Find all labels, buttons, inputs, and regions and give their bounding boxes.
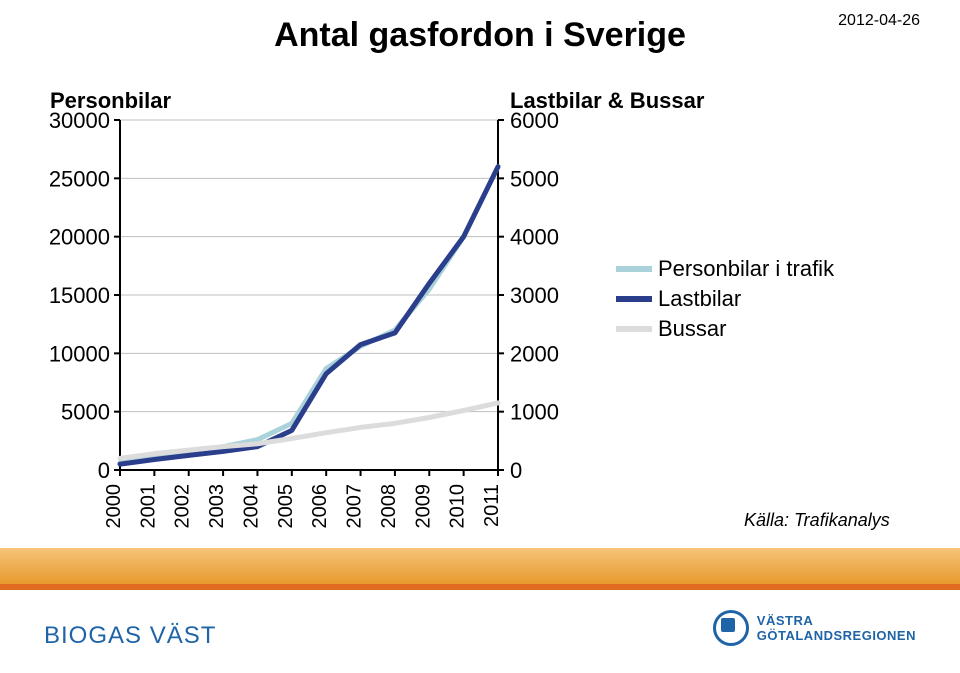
region-logo: VÄSTRAGÖTALANDSREGIONEN xyxy=(713,610,916,646)
legend-item: Personbilar i trafik xyxy=(616,254,834,284)
svg-text:2003: 2003 xyxy=(206,484,228,529)
chart-legend: Personbilar i trafik Lastbilar Bussar xyxy=(616,254,834,344)
svg-text:2011: 2011 xyxy=(481,484,503,527)
svg-text:0: 0 xyxy=(98,458,110,483)
svg-text:2007: 2007 xyxy=(344,484,366,529)
source-citation: Källa: Trafikanalys xyxy=(744,510,890,531)
legend-item: Lastbilar xyxy=(616,284,834,314)
legend-label: Lastbilar xyxy=(658,286,741,312)
svg-text:2008: 2008 xyxy=(378,484,400,529)
svg-text:5000: 5000 xyxy=(510,166,559,191)
logo-text: VÄSTRAGÖTALANDSREGIONEN xyxy=(757,613,916,643)
svg-text:4000: 4000 xyxy=(510,225,559,250)
svg-text:2000: 2000 xyxy=(510,341,559,366)
svg-text:0: 0 xyxy=(510,458,522,483)
svg-text:1000: 1000 xyxy=(510,400,559,425)
svg-text:3000: 3000 xyxy=(510,283,559,308)
legend-item: Bussar xyxy=(616,314,834,344)
legend-label: Personbilar i trafik xyxy=(658,256,834,282)
svg-text:Lastbilar & Bussar: Lastbilar & Bussar xyxy=(510,88,705,113)
brand-label: BIOGAS VÄST xyxy=(44,622,216,650)
svg-text:2005: 2005 xyxy=(275,484,297,529)
svg-text:10000: 10000 xyxy=(49,341,110,366)
legend-swatch-icon xyxy=(616,266,652,272)
legend-label: Bussar xyxy=(658,316,726,342)
svg-text:2002: 2002 xyxy=(172,484,194,529)
svg-text:2000: 2000 xyxy=(103,484,125,529)
svg-text:5000: 5000 xyxy=(61,400,110,425)
svg-text:Personbilar: Personbilar xyxy=(50,88,171,113)
svg-text:2009: 2009 xyxy=(412,484,434,529)
legend-swatch-icon xyxy=(616,326,652,332)
svg-text:15000: 15000 xyxy=(49,283,110,308)
svg-text:2004: 2004 xyxy=(240,484,262,529)
page-date: 2012-04-26 xyxy=(838,12,920,30)
logo-mark-icon xyxy=(713,610,749,646)
svg-text:20000: 20000 xyxy=(49,225,110,250)
svg-text:2006: 2006 xyxy=(309,484,331,529)
decor-band-bottom xyxy=(0,584,960,590)
page-title: Antal gasfordon i Sverige xyxy=(274,16,686,55)
decor-band-top xyxy=(0,548,960,584)
svg-text:2010: 2010 xyxy=(447,484,469,529)
svg-text:2001: 2001 xyxy=(137,484,159,529)
legend-swatch-icon xyxy=(616,296,652,302)
svg-text:25000: 25000 xyxy=(49,166,110,191)
